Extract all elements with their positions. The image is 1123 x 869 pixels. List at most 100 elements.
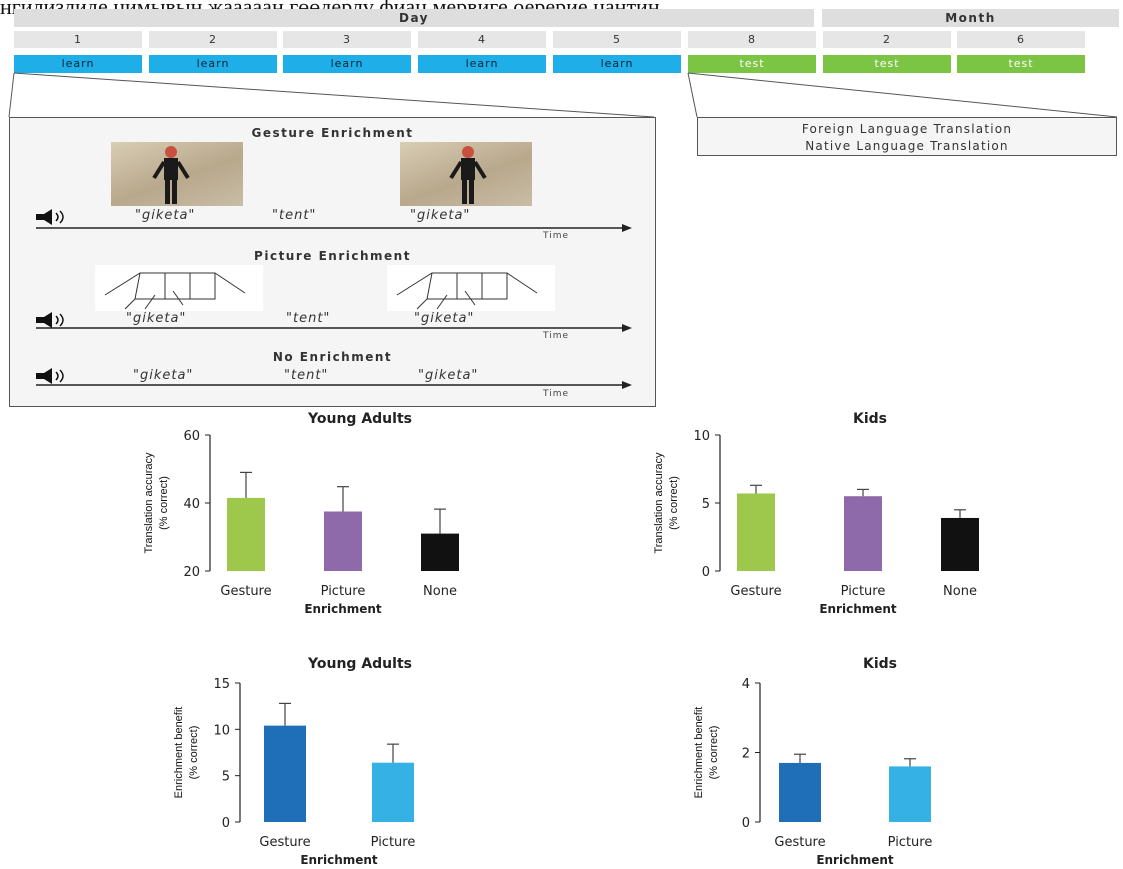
- y-tick-label: 10: [213, 723, 230, 738]
- y-tick-label: 5: [702, 497, 710, 512]
- x-category-label: None: [943, 584, 977, 599]
- y-tick-label: 20: [183, 565, 200, 580]
- bar-chart-svg: Kids 0 5 10 Gesture Picture None Enrichment Tran…: [653, 411, 979, 616]
- x-category-label: Picture: [371, 835, 416, 850]
- timeline-day-number: 2: [823, 31, 951, 48]
- tent-image-2: [387, 265, 555, 311]
- x-category-label: Picture: [321, 584, 366, 599]
- bar-gesture: [264, 725, 306, 822]
- timeline-day-number: 4: [418, 31, 546, 48]
- picture-word-3: "giketa": [414, 311, 475, 326]
- y-tick-label: 0: [742, 816, 750, 831]
- timeline-day-number: 1: [14, 31, 142, 48]
- timeline-day-number: 6: [957, 31, 1085, 48]
- y-tick-label: 5: [222, 770, 230, 785]
- none-word-3: "giketa": [418, 368, 479, 383]
- x-category-label: Picture: [841, 584, 886, 599]
- none-word-1: "giketa": [133, 368, 194, 383]
- time-arrow: [36, 381, 632, 389]
- x-axis-label: Enrichment: [304, 602, 382, 616]
- y-axis-label: Enrichment benefit (% correct): [693, 707, 720, 799]
- timeline-learn-block: learn: [14, 55, 142, 73]
- time-label: Time: [543, 231, 570, 241]
- chart-title: Kids: [863, 656, 897, 672]
- procedure-panel: Gesture Enrichment "giketa" "tent" "gike…: [9, 117, 656, 407]
- bar-gesture: [227, 497, 265, 571]
- speaker-icon: [36, 209, 64, 225]
- month-header: Month: [822, 9, 1119, 27]
- timeline-test-block: test: [823, 55, 951, 73]
- chart-title: Kids: [853, 411, 887, 427]
- chart-title: Young Adults: [307, 656, 412, 672]
- timeline-learn-block: learn: [553, 55, 681, 73]
- timeline-learn-block: learn: [149, 55, 277, 73]
- bar-none: [421, 533, 459, 571]
- y-axis-label: Enrichment benefit (% correct): [173, 707, 200, 799]
- x-category-label: Gesture: [774, 835, 825, 850]
- chart-young-adults-benefit: Young Adults 0 5 10 15 Gesture Picture Enrichme…: [80, 650, 540, 867]
- bar-gesture: [779, 762, 821, 822]
- gesture-video-frame-2: [400, 142, 532, 206]
- day-header: Day: [14, 9, 814, 27]
- x-category-label: Picture: [888, 835, 933, 850]
- bar-picture: [889, 766, 931, 822]
- timeline-test-block: test: [957, 55, 1085, 73]
- bar-none: [941, 517, 979, 571]
- y-axis-label: Translation accuracy (% correct): [653, 452, 680, 554]
- timeline-day-number: 3: [283, 31, 411, 48]
- time-label: Time: [543, 331, 570, 341]
- bar-chart-svg: Young Adults 0 5 10 15 Gesture Picture Enrichme…: [173, 656, 416, 867]
- y-tick-label: 40: [183, 497, 200, 512]
- x-category-label: None: [423, 584, 457, 599]
- tent-drawing-icon: [104, 272, 246, 310]
- time-arrow: [36, 324, 632, 332]
- zoom-connectors: [8, 72, 1118, 118]
- x-axis-label: Enrichment: [816, 853, 894, 865]
- chart-title: Young Adults: [307, 411, 412, 427]
- test-line-foreign: Foreign Language Translation: [801, 122, 1013, 136]
- gesture-enrichment-title: Gesture Enrichment: [251, 126, 414, 140]
- gesture-word-3: "giketa": [410, 208, 471, 223]
- time-label: Time: [543, 389, 570, 399]
- timeline-learn-block: learn: [418, 55, 546, 73]
- bar-picture: [372, 762, 414, 822]
- bar-picture: [324, 511, 362, 571]
- test-line-native: Native Language Translation: [805, 139, 1009, 153]
- timeline-day-number: 8: [688, 31, 816, 48]
- timeline-test-block: test: [688, 55, 816, 73]
- x-axis-label: Enrichment: [819, 602, 897, 616]
- x-category-label: Gesture: [730, 584, 781, 599]
- person-figure-icon: [152, 146, 190, 204]
- y-tick-label: 15: [213, 677, 230, 692]
- y-tick-label: 0: [222, 816, 230, 831]
- chart-kids-benefit: Kids 0 2 4 Gesture Picture Enrichment Enrichmen…: [600, 650, 1060, 867]
- y-tick-label: 0: [702, 565, 710, 580]
- timeline-learn-block: learn: [283, 55, 411, 73]
- speaker-icon: [36, 312, 64, 328]
- speaker-icon: [36, 368, 64, 384]
- test-translation-box: Foreign Language Translation Native Lang…: [697, 117, 1117, 156]
- y-tick-label: 4: [742, 677, 750, 692]
- x-axis-label: Enrichment: [300, 853, 378, 865]
- bar-gesture: [737, 493, 775, 571]
- tent-drawing-icon: [396, 272, 538, 310]
- y-tick-label: 2: [742, 747, 750, 762]
- bar-picture: [844, 496, 882, 571]
- no-enrichment-title: No Enrichment: [272, 350, 393, 364]
- picture-enrichment-title: Picture Enrichment: [254, 249, 411, 263]
- x-category-label: Gesture: [259, 835, 310, 850]
- bar-chart-svg: Young Adults 20 40 60 Gesture Picture None Enri…: [143, 411, 459, 616]
- chart-kids-accuracy: Kids 0 5 10 Gesture Picture None Enrichment Tran…: [600, 405, 1060, 620]
- y-tick-label: 60: [183, 429, 200, 444]
- chart-young-adults-accuracy: Young Adults 20 40 60 Gesture Picture None Enri…: [80, 405, 540, 620]
- gesture-video-frame-1: [111, 142, 243, 206]
- gesture-word-1: "giketa": [135, 208, 196, 223]
- timeline-day-number: 2: [149, 31, 277, 48]
- person-figure-icon: [449, 146, 487, 204]
- time-arrow: [36, 224, 632, 232]
- timeline-day-number: 5: [553, 31, 681, 48]
- y-axis-label: Translation accuracy (% correct): [143, 452, 170, 554]
- bar-chart-svg: Kids 0 2 4 Gesture Picture Enrichment Enrichmen…: [693, 656, 933, 867]
- picture-word-2: "tent": [286, 311, 331, 326]
- x-category-label: Gesture: [220, 584, 271, 599]
